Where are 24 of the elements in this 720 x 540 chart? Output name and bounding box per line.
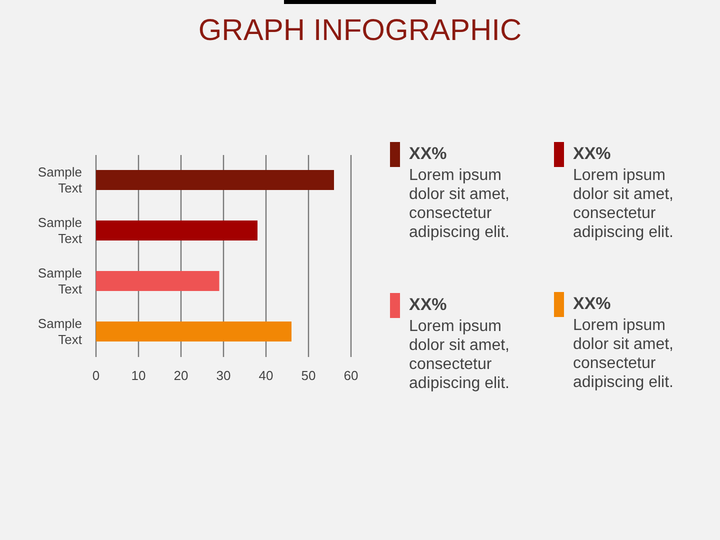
x-tick-label: 40 [258, 368, 274, 384]
text: Lorem ipsum dolor sit amet, consectetur adipiscing elit. [573, 166, 674, 242]
y-tick-label: Sample Text [38, 164, 82, 196]
y-tick-label: Sample Text [38, 214, 82, 246]
x-tick-label: 50 [301, 368, 316, 384]
text: Lorem ipsum dolor sit amet, consectetur adipiscing elit. [409, 166, 510, 242]
y-tick-label: Sample Text [38, 316, 82, 347]
bar [96, 322, 292, 342]
bar [96, 271, 220, 291]
chart-title: GRAPH INFOGRAPHIC [197, 14, 523, 48]
bar [96, 170, 334, 190]
x-tick-label: 60 [344, 368, 358, 384]
text: Lorem ipsum dolor sit amet, consectetur adipiscing elit. [409, 317, 510, 393]
x-tick-label: 0 [92, 368, 100, 384]
text: XX% [409, 294, 448, 316]
bar [96, 220, 258, 240]
x-tick-label: 10 [131, 368, 146, 384]
text: XX% [409, 143, 448, 165]
text: XX% [573, 143, 612, 165]
x-tick-label: 30 [216, 368, 231, 384]
y-tick-label: Sample Text [38, 265, 82, 296]
text: XX% [573, 293, 612, 315]
text: Lorem ipsum dolor sit amet, consectetur adipiscing elit. [573, 316, 674, 392]
x-tick-label: 20 [174, 368, 188, 384]
